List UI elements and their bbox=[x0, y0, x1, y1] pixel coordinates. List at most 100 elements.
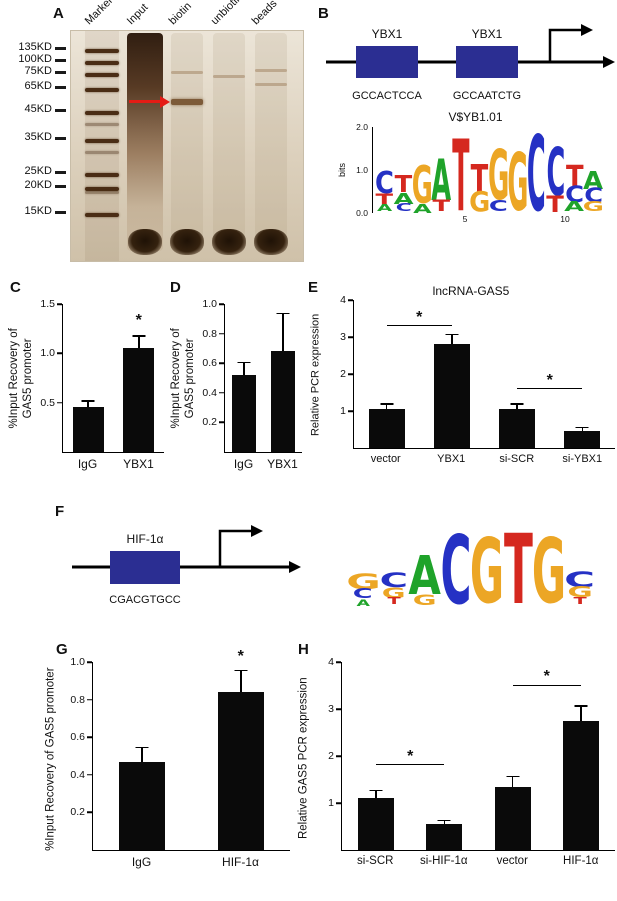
marker-band bbox=[85, 173, 119, 177]
bar-slot bbox=[225, 304, 264, 452]
logo-column: T bbox=[503, 513, 534, 626]
x-axis-labels: vector YBX1 si-SCR si-YBX1 bbox=[353, 449, 615, 465]
y-tick-mark bbox=[57, 401, 62, 404]
x-category-label: IgG bbox=[77, 457, 98, 471]
logo-letter-G: G bbox=[487, 137, 510, 216]
gel-marker-lane bbox=[85, 31, 119, 261]
y-tick-mark bbox=[87, 811, 92, 814]
ybx1-site-sequence-1: GCCACTCCA bbox=[352, 90, 422, 102]
logo-letter-C: C bbox=[527, 114, 546, 235]
tss-arrowhead bbox=[251, 525, 263, 537]
error-bar bbox=[137, 336, 140, 349]
error-bar bbox=[375, 791, 377, 799]
significance-line bbox=[517, 387, 583, 389]
error-bar-cap bbox=[510, 403, 524, 405]
tss-arrow bbox=[548, 28, 582, 62]
logo-letter-A: A bbox=[393, 189, 414, 208]
logo-x-tick-label: 5 bbox=[462, 214, 468, 224]
significance-star: * bbox=[237, 648, 244, 666]
plot-area: * bbox=[62, 304, 164, 453]
chart-panel-e: Relative PCR expression lncRNA-GAS5 1 2 3 4… bbox=[305, 284, 615, 465]
y-tick-mark bbox=[87, 661, 92, 663]
x-category-label: YBX1 bbox=[437, 453, 466, 465]
plot-area: * bbox=[92, 649, 290, 851]
bar-slot bbox=[410, 662, 478, 850]
y-tick-label: 1.0 bbox=[40, 347, 55, 360]
logo-letter-T: T bbox=[470, 156, 489, 202]
bar bbox=[433, 344, 470, 448]
y-axis: 1 2 3 4 bbox=[315, 656, 341, 850]
error-bar bbox=[385, 404, 388, 410]
error-bar-cap bbox=[132, 334, 146, 337]
logo-letter-A: A bbox=[564, 199, 585, 216]
significance-star: * bbox=[416, 309, 423, 327]
gel-lane-biotin bbox=[171, 33, 203, 251]
error-bar bbox=[580, 706, 582, 721]
y-axis-title: Relative PCR expression bbox=[305, 284, 327, 465]
ybx1-site-sequence-2: GCCAATCTG bbox=[453, 90, 521, 102]
mw-tick bbox=[55, 59, 66, 62]
faint-band bbox=[255, 83, 287, 86]
y-tick-label: 2 bbox=[340, 368, 346, 380]
y-tick-mark bbox=[219, 362, 224, 364]
error-bar-cap bbox=[574, 705, 588, 707]
hif1a-site-sequence: CGACGTGCC bbox=[109, 594, 181, 606]
bar-slot bbox=[479, 662, 547, 850]
y-tick-label: 3 bbox=[328, 703, 334, 715]
marker-band bbox=[85, 191, 119, 194]
gel-bottom-blob bbox=[170, 229, 204, 255]
motif-logo-title: V$YB1.01 bbox=[448, 110, 503, 124]
bar bbox=[564, 431, 601, 448]
error-bar-cap bbox=[81, 400, 95, 402]
error-bar bbox=[443, 821, 446, 825]
y-tick-label: 0.4 bbox=[202, 386, 217, 399]
y-tick-label: 0.6 bbox=[70, 731, 85, 744]
y-tick-mark bbox=[57, 303, 62, 305]
x-category-label: IgG bbox=[131, 855, 152, 869]
panel-label-d: D bbox=[170, 279, 181, 296]
ybx1-site-label-2: YBX1 bbox=[472, 27, 503, 41]
bar-slot bbox=[63, 304, 114, 452]
logo-letter-G: G bbox=[345, 569, 381, 595]
y-tick-label: 0.2 bbox=[70, 806, 85, 819]
gel-bottom-blob bbox=[254, 229, 288, 255]
logo-column: T bbox=[451, 127, 470, 226]
bar bbox=[368, 409, 405, 448]
logo-letter-T: T bbox=[503, 513, 533, 626]
chart-panel-g: %Input Recovery of GAS5 promoter 0.2 0.4 0… bbox=[36, 649, 290, 869]
error-bar-cap bbox=[380, 403, 394, 405]
gel-lane-label: biotin bbox=[166, 0, 194, 28]
logo-letter-C: C bbox=[379, 570, 409, 593]
logo-letter-T: T bbox=[565, 158, 584, 195]
y-tick-label: 4 bbox=[340, 294, 346, 306]
marker-band bbox=[85, 61, 119, 65]
bar bbox=[119, 761, 166, 850]
marker-band bbox=[85, 213, 119, 217]
bar-slot bbox=[354, 300, 419, 448]
bar bbox=[270, 351, 295, 452]
y-axis-title-text: Relative PCR expression bbox=[309, 313, 322, 436]
bar-slot bbox=[419, 300, 484, 448]
y-tick-mark bbox=[348, 336, 353, 338]
error-bar-cap bbox=[506, 775, 520, 778]
logo-letter-G: G bbox=[469, 519, 505, 624]
y-tick-mark bbox=[348, 299, 353, 301]
marker-band bbox=[85, 151, 119, 154]
x-category-label: vector bbox=[370, 453, 401, 465]
faint-band bbox=[255, 69, 287, 72]
logo-letter-G: G bbox=[567, 583, 593, 602]
error-bar bbox=[281, 314, 284, 352]
logo-letter-C: C bbox=[584, 185, 603, 208]
ybx1-promoter-diagram: YBX1 YBX1 GCCACTCCA GCCAATCTG bbox=[326, 24, 615, 102]
mw-label: 65KD bbox=[24, 80, 52, 92]
significance-star: * bbox=[407, 748, 414, 766]
error-bar-cap bbox=[437, 819, 451, 822]
bar-slot bbox=[93, 662, 192, 850]
promoter-line-arrowhead bbox=[603, 56, 615, 68]
